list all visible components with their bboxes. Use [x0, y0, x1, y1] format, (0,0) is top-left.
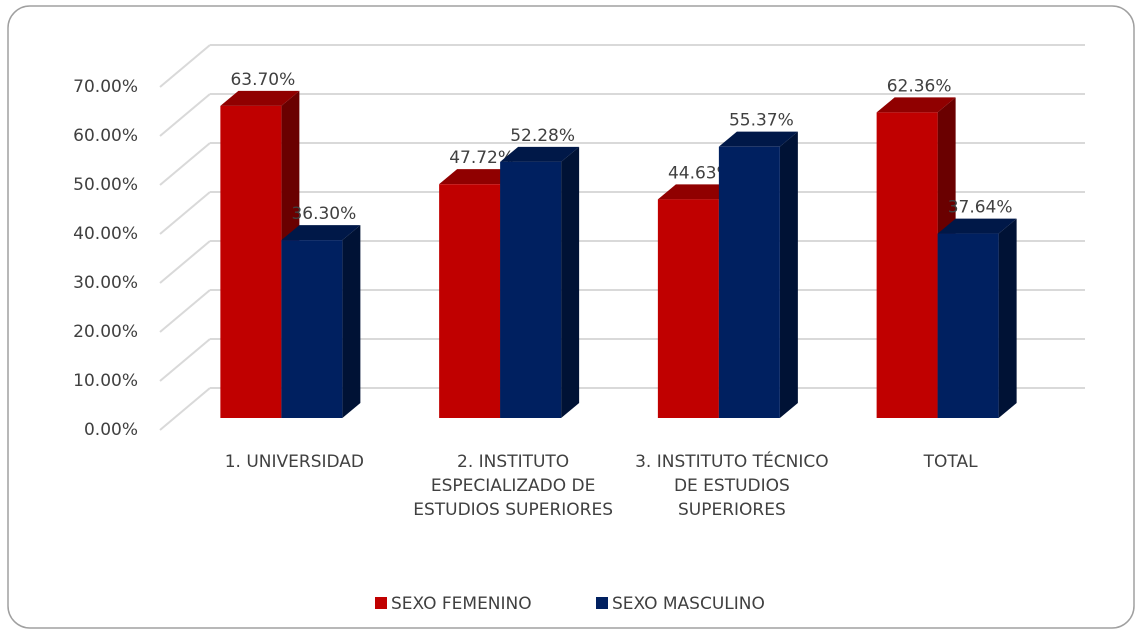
bar-top [220, 90, 300, 106]
data-label: 63.70% [230, 70, 295, 90]
bar-side [779, 131, 798, 418]
bar-side [342, 225, 361, 418]
grid-line [159, 387, 211, 431]
legend-label: SEXO FEMENINO [391, 594, 532, 614]
y-tick-label: 60.00% [73, 126, 138, 146]
bar [439, 184, 501, 418]
data-label: 44.63% [668, 163, 733, 183]
legend-swatch [375, 597, 387, 609]
bar-side [561, 146, 580, 418]
y-tick-label: 30.00% [73, 273, 138, 293]
bar-top [657, 184, 737, 200]
legend-swatch [596, 597, 608, 609]
bar-top [937, 218, 1017, 234]
bar-top [500, 146, 580, 162]
grid-line [159, 289, 211, 333]
bar [657, 199, 719, 418]
x-tick-label: 2. INSTITUTO ESPECIALIZADO DE ESTUDIOS S… [413, 452, 614, 520]
bar-top [876, 97, 956, 113]
data-label: 52.28% [510, 126, 575, 146]
data-label: 47.72% [449, 148, 514, 168]
bar [718, 146, 780, 418]
bar [876, 112, 938, 418]
grid-line [159, 93, 211, 137]
data-label: 55.37% [729, 111, 794, 131]
x-tick-label: 1. UNIVERSIDAD [224, 452, 365, 472]
y-tick-label: 70.00% [73, 77, 138, 97]
bar-top [718, 131, 798, 147]
bar [937, 233, 999, 418]
y-tick-label: 10.00% [73, 371, 138, 391]
bar [220, 105, 282, 419]
bar-top [439, 169, 519, 185]
bar-side [998, 218, 1017, 418]
data-label: 37.64% [948, 198, 1013, 218]
data-label: 62.36% [887, 76, 952, 96]
grid-line [159, 240, 211, 284]
grid-line [159, 44, 211, 88]
data-label: 36.30% [291, 204, 356, 224]
x-tick-label: TOTAL [923, 452, 978, 472]
y-tick-label: 20.00% [73, 322, 138, 342]
bar [500, 161, 562, 418]
legend-label: SEXO MASCULINO [612, 594, 765, 614]
grid-line [159, 338, 211, 382]
bar [281, 240, 343, 418]
x-tick-label: 3. INSTITUTO TÉCNICO DE ESTUDIOS SUPERIO… [635, 452, 829, 520]
grid-line [159, 191, 211, 235]
y-tick-label: 50.00% [73, 175, 138, 195]
grid-line [159, 142, 211, 186]
y-tick-label: 40.00% [73, 224, 138, 244]
bar-top [281, 225, 361, 241]
y-tick-label: 0.00% [84, 420, 138, 440]
